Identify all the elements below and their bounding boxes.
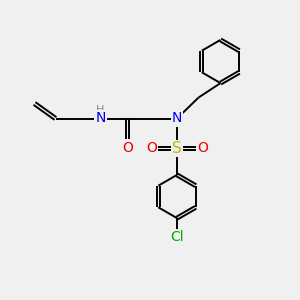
Text: N: N [95,112,106,125]
Text: Cl: Cl [170,230,184,244]
Text: H: H [96,105,105,115]
Text: O: O [146,142,157,155]
Text: S: S [172,141,182,156]
Text: O: O [197,142,208,155]
Text: O: O [122,141,133,154]
Text: N: N [172,112,182,125]
